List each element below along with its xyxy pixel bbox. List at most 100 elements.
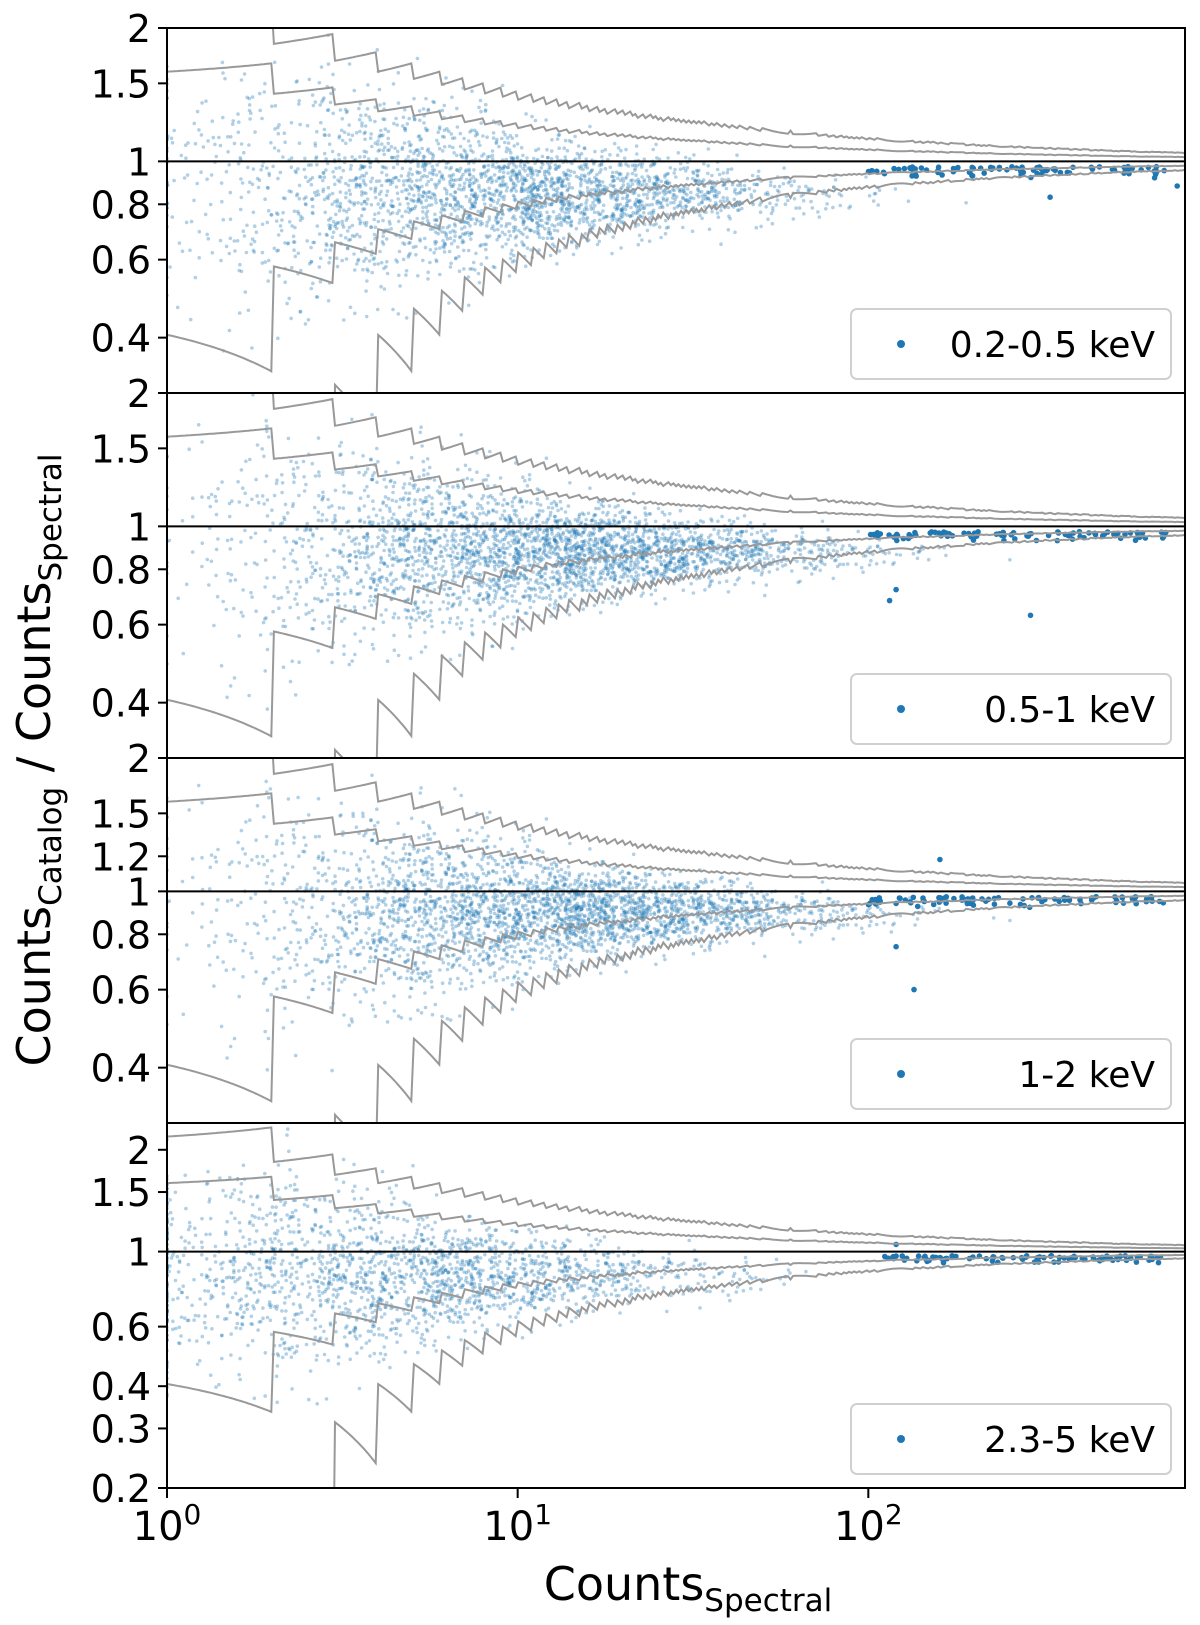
- data-point: [389, 582, 394, 586]
- data-point: [681, 196, 685, 201]
- data-point: [619, 208, 623, 213]
- data-point: [662, 526, 666, 531]
- data-point: [473, 128, 477, 133]
- data-point: [618, 178, 623, 183]
- data-point: [544, 521, 549, 525]
- data-point: [759, 548, 763, 553]
- data-point: [376, 202, 381, 206]
- data-point: [468, 197, 472, 201]
- data-point: [450, 593, 455, 597]
- data-point: [543, 571, 547, 576]
- data-point: [465, 571, 469, 575]
- data-point: [290, 265, 294, 270]
- data-point: [671, 193, 676, 197]
- data-point: [350, 133, 355, 138]
- data-point: [557, 164, 562, 168]
- data-point: [625, 574, 629, 578]
- data-point: [484, 255, 489, 260]
- data-point: [591, 572, 595, 577]
- data-point: [637, 519, 642, 524]
- data-point: [550, 506, 555, 510]
- data-point: [487, 593, 491, 598]
- data-point: [593, 197, 597, 202]
- data-point: [802, 212, 806, 216]
- data-point: [495, 221, 499, 226]
- data-point: [409, 143, 413, 147]
- data-point: [621, 519, 626, 523]
- data-point: [539, 581, 544, 585]
- data-point: [664, 563, 668, 567]
- data-point: [307, 77, 312, 82]
- data-point: [792, 196, 797, 201]
- data-point: [511, 225, 516, 230]
- data-point: [570, 548, 574, 552]
- data-point: [493, 593, 498, 597]
- data-point: [402, 126, 407, 131]
- data-point: [564, 566, 568, 570]
- data-point: [482, 556, 487, 560]
- data-point: [551, 210, 556, 214]
- data-point: [343, 236, 348, 240]
- data-point: [585, 220, 590, 224]
- data-point: [661, 572, 666, 577]
- data-point: [568, 202, 573, 206]
- data-point: [363, 137, 367, 142]
- data-point: [506, 579, 511, 583]
- data-point: [444, 76, 448, 80]
- data-point: [487, 177, 491, 182]
- data-point: [510, 216, 515, 220]
- data-point: [375, 446, 379, 451]
- data-point: [342, 484, 346, 488]
- data-point: [559, 207, 563, 211]
- data-point: [531, 570, 535, 574]
- data-point: [451, 228, 455, 233]
- data-point: [496, 198, 501, 202]
- data-point: [719, 242, 723, 246]
- data-point: [563, 184, 568, 188]
- data-point: [353, 311, 357, 316]
- data-point: [362, 605, 367, 610]
- data-point: [570, 239, 574, 244]
- data-point: [792, 179, 796, 183]
- data-point: [457, 269, 462, 274]
- data-point: [579, 181, 583, 185]
- data-point: [552, 538, 557, 542]
- data-point: [213, 494, 218, 499]
- data-point: [451, 145, 455, 150]
- data-point: [457, 505, 462, 510]
- data-point: [608, 222, 612, 226]
- data-point: [501, 542, 506, 547]
- data-point: [713, 194, 717, 199]
- data-point: [330, 149, 335, 154]
- data-point: [516, 555, 521, 560]
- data-point: [497, 564, 501, 569]
- data-point: [417, 579, 422, 583]
- data-point: [592, 210, 597, 215]
- data-point: [397, 520, 402, 525]
- data-point: [681, 564, 685, 568]
- data-point: [591, 570, 596, 574]
- data-point: [394, 258, 398, 262]
- data-point: [706, 190, 710, 194]
- data-point: [569, 554, 574, 558]
- data-point: [573, 532, 577, 537]
- data-point: [633, 166, 637, 171]
- data-point: [498, 166, 503, 171]
- data-point: [688, 530, 693, 534]
- data-point: [420, 574, 424, 578]
- data-point: [758, 552, 763, 557]
- data-point: [570, 201, 575, 205]
- data-point: [232, 141, 237, 146]
- data-point: [474, 572, 478, 576]
- data-point: [563, 538, 568, 542]
- data-point: [486, 564, 491, 568]
- data-point: [659, 554, 663, 559]
- data-point: [535, 188, 540, 192]
- data-point: [280, 481, 285, 485]
- data-point: [470, 217, 474, 221]
- data-point: [617, 172, 622, 177]
- data-point: [350, 539, 354, 544]
- data-point: [700, 537, 704, 541]
- data-point: [534, 216, 539, 221]
- data-point: [477, 183, 481, 188]
